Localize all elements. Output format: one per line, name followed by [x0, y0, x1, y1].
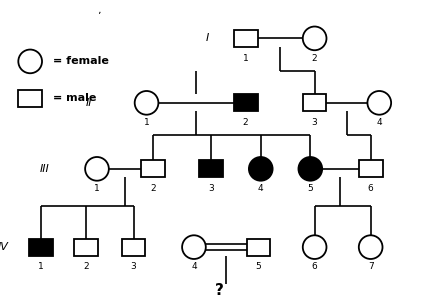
Bar [141, 161, 164, 177]
Text: = male: = male [52, 93, 96, 103]
Ellipse shape [18, 49, 42, 73]
Bar [233, 94, 257, 111]
Text: 3: 3 [130, 262, 136, 271]
Text: I: I [205, 33, 209, 43]
Text: II: II [86, 98, 92, 108]
Text: 1: 1 [242, 53, 248, 63]
Text: 6: 6 [367, 184, 373, 193]
Text: 2: 2 [311, 53, 317, 63]
Text: IV: IV [0, 242, 9, 252]
Ellipse shape [358, 235, 382, 259]
Text: 2: 2 [83, 262, 89, 271]
Text: 1: 1 [143, 118, 149, 127]
Bar [358, 161, 382, 177]
Bar [233, 30, 257, 47]
Ellipse shape [302, 26, 326, 50]
Text: ?: ? [215, 283, 224, 297]
Bar [121, 239, 145, 255]
Bar [18, 90, 42, 107]
Text: 5: 5 [255, 262, 261, 271]
Ellipse shape [249, 157, 272, 181]
Bar [302, 94, 326, 111]
Ellipse shape [366, 91, 390, 115]
Text: 6: 6 [311, 262, 317, 271]
Ellipse shape [182, 235, 206, 259]
Text: 3: 3 [208, 184, 214, 193]
Text: ʼ: ʼ [97, 11, 101, 21]
Text: 4: 4 [375, 118, 381, 127]
Text: 4: 4 [190, 262, 197, 271]
Bar [29, 239, 52, 255]
Text: 2: 2 [242, 118, 248, 127]
Text: = female: = female [52, 56, 108, 66]
Ellipse shape [298, 157, 322, 181]
Text: 2: 2 [150, 184, 156, 193]
Text: 5: 5 [307, 184, 313, 193]
Text: 3: 3 [311, 118, 317, 127]
Text: 7: 7 [367, 262, 373, 271]
Ellipse shape [85, 157, 108, 181]
Ellipse shape [135, 91, 158, 115]
Text: III: III [40, 164, 49, 174]
Bar [74, 239, 98, 255]
Bar [246, 239, 270, 255]
Text: 1: 1 [38, 262, 44, 271]
Bar [199, 161, 223, 177]
Ellipse shape [302, 235, 326, 259]
Text: 1: 1 [94, 184, 100, 193]
Text: 4: 4 [257, 184, 263, 193]
